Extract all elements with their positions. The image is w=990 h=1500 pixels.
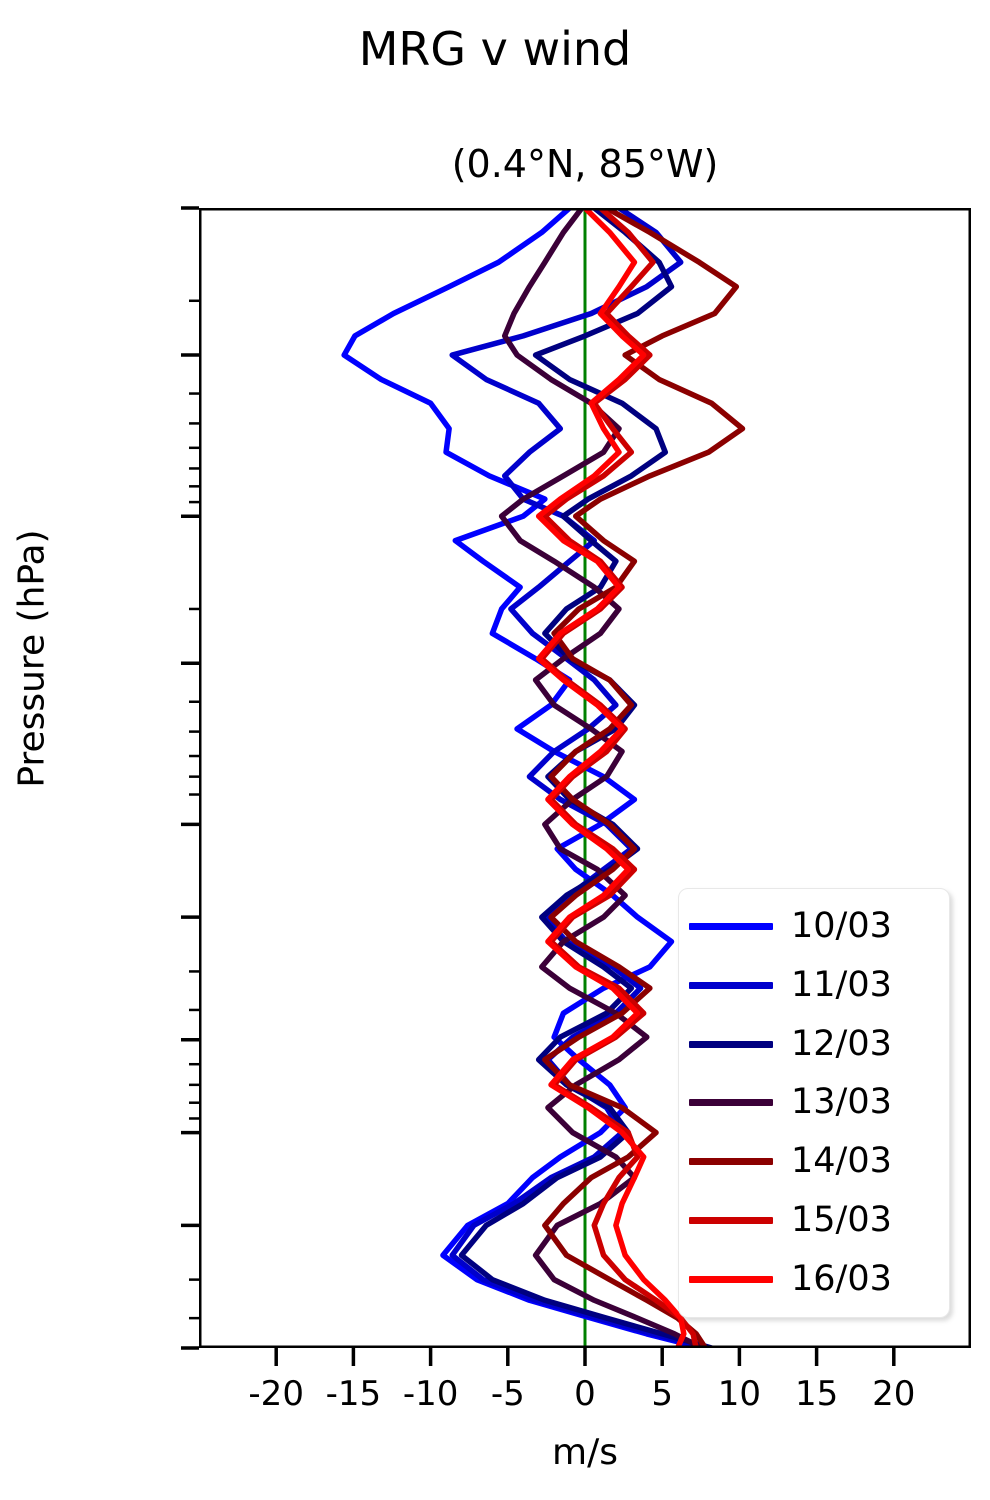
legend-color-swatch (689, 1275, 773, 1283)
legend-item-11-03[interactable]: 11/03 (689, 957, 937, 1013)
x-tick-label: 0 (574, 1374, 596, 1414)
x-tick-label: -10 (402, 1374, 459, 1414)
series-line-10-03 (341, 208, 706, 1348)
legend-item-13-03[interactable]: 13/03 (689, 1075, 937, 1131)
x-axis-label: m/s (552, 1432, 618, 1473)
x-tick-label: 5 (651, 1374, 674, 1414)
x-tick-label: -20 (248, 1374, 304, 1414)
legend-item-label: 15/03 (791, 1200, 892, 1241)
legend[interactable]: 10/03 11/03 12/03 13/03 14/03 15/03 16/03 (678, 888, 950, 1318)
legend-item-label: 10/03 (791, 905, 892, 946)
plot-frame (199, 208, 971, 1348)
legend-item-14-03[interactable]: 14/03 (689, 1134, 937, 1190)
legend-color-swatch (689, 1040, 773, 1048)
series-line-16-03 (535, 208, 687, 1348)
x-tick-label: -5 (490, 1374, 525, 1414)
legend-color-swatch (689, 1099, 773, 1107)
x-tick-label: 10 (717, 1374, 762, 1414)
legend-item-label: 12/03 (791, 1023, 892, 1064)
page-title: MRG v wind (358, 22, 632, 76)
x-tick-label: -15 (325, 1374, 382, 1414)
legend-color-swatch (689, 1158, 773, 1166)
legend-item-16-03[interactable]: 16/03 (689, 1251, 937, 1307)
legend-item-label: 13/03 (791, 1082, 892, 1123)
legend-item-15-03[interactable]: 15/03 (689, 1193, 937, 1249)
legend-color-swatch (689, 981, 773, 989)
x-tick-label: 15 (794, 1374, 839, 1414)
legend-item-label: 16/03 (791, 1258, 892, 1299)
legend-item-12-03[interactable]: 12/03 (689, 1016, 937, 1072)
legend-item-label: 11/03 (791, 964, 892, 1005)
x-tick-label: 20 (872, 1374, 916, 1414)
legend-item-label: 14/03 (791, 1141, 892, 1182)
legend-item-10-03[interactable]: 10/03 (689, 898, 937, 954)
legend-color-swatch (689, 1217, 773, 1225)
legend-color-swatch (689, 922, 773, 930)
chart-subtitle: (0.4°N, 85°W) (451, 142, 719, 186)
